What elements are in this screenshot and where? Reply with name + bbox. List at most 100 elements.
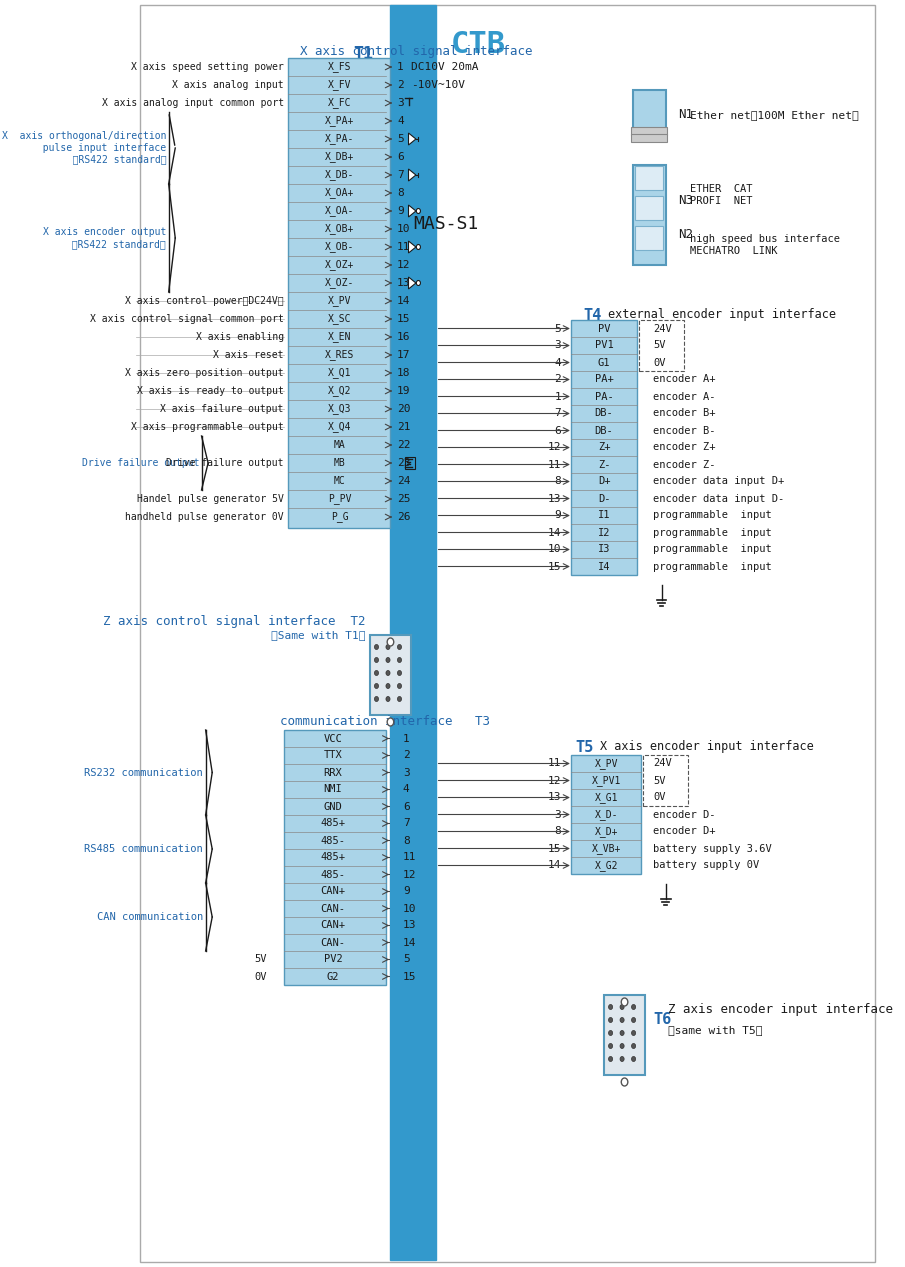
Text: high speed bus interface
MECHATRO  LINK: high speed bus interface MECHATRO LINK: [691, 234, 840, 256]
Text: X_G2: X_G2: [595, 860, 618, 870]
Text: X_G1: X_G1: [595, 792, 618, 803]
Text: 12: 12: [548, 442, 561, 452]
Text: 1: 1: [397, 62, 404, 72]
Text: Drive failure output: Drive failure output: [167, 457, 283, 468]
Circle shape: [608, 1030, 613, 1035]
Text: 24V: 24V: [653, 323, 672, 333]
Text: T4: T4: [584, 308, 602, 323]
Text: X_Q4: X_Q4: [328, 422, 351, 432]
Text: 5: 5: [397, 134, 404, 144]
Circle shape: [621, 998, 628, 1006]
Bar: [635, 196, 663, 220]
Text: 0V: 0V: [653, 357, 666, 367]
Text: X_FS: X_FS: [328, 62, 351, 72]
Circle shape: [620, 1044, 624, 1049]
Circle shape: [621, 1078, 628, 1086]
Circle shape: [632, 1017, 635, 1022]
Text: I4: I4: [598, 561, 610, 571]
Text: CAN-: CAN-: [320, 903, 346, 914]
Text: PV2: PV2: [324, 954, 342, 964]
Text: X  axis orthogonal/direction
  pulse input interface
   （RS422 standard）: X axis orthogonal/direction pulse input …: [2, 132, 167, 165]
Text: ETHER  CAT
PROFI  NET: ETHER CAT PROFI NET: [691, 184, 753, 205]
Text: I2: I2: [598, 527, 610, 537]
Text: encoder B-: encoder B-: [653, 426, 716, 436]
Text: 6: 6: [403, 802, 410, 811]
Text: 15: 15: [548, 844, 561, 854]
Text: 11: 11: [397, 242, 411, 252]
Text: X_DB+: X_DB+: [325, 152, 354, 162]
Text: MB: MB: [334, 457, 346, 468]
Text: 5: 5: [403, 954, 410, 964]
Circle shape: [375, 658, 378, 663]
Text: X_OB-: X_OB-: [325, 242, 354, 252]
Text: Z+: Z+: [598, 442, 610, 452]
Text: X axis failure output: X axis failure output: [160, 404, 283, 414]
Circle shape: [386, 645, 390, 650]
Text: programmable  input: programmable input: [653, 561, 772, 571]
Text: X_VB+: X_VB+: [592, 843, 621, 854]
Text: 15: 15: [548, 561, 561, 571]
Bar: [635, 226, 663, 250]
Text: X_Q2: X_Q2: [328, 385, 351, 397]
Text: N3: N3: [678, 194, 693, 207]
Bar: [639, 321, 683, 371]
Text: 0V: 0V: [653, 792, 666, 802]
Text: 15: 15: [403, 972, 416, 982]
Text: 13: 13: [548, 494, 561, 503]
Text: X_FV: X_FV: [328, 80, 351, 90]
Text: CAN+: CAN+: [320, 921, 346, 930]
Text: D+: D+: [598, 476, 610, 487]
Circle shape: [375, 670, 378, 675]
Text: encoder D+: encoder D+: [653, 826, 716, 836]
Text: PV1: PV1: [595, 341, 614, 351]
Bar: [635, 166, 663, 190]
Text: GND: GND: [324, 802, 342, 811]
Text: 485-: 485-: [320, 869, 346, 879]
Text: 2: 2: [403, 750, 410, 760]
Circle shape: [386, 697, 390, 702]
Text: Drive failure output: Drive failure output: [81, 457, 199, 468]
Circle shape: [620, 1057, 624, 1062]
Text: X_OA-: X_OA-: [325, 205, 354, 217]
Text: 18: 18: [397, 367, 411, 378]
Text: 7: 7: [397, 170, 404, 180]
Text: 7: 7: [403, 818, 410, 829]
Text: P_G: P_G: [330, 512, 348, 522]
Text: 5V: 5V: [653, 775, 666, 786]
Text: X axis is ready to output: X axis is ready to output: [137, 386, 283, 397]
Text: I3: I3: [598, 545, 610, 555]
Bar: [571, 755, 641, 874]
Text: 3: 3: [555, 810, 561, 820]
Text: 1: 1: [555, 392, 561, 402]
Text: G1: G1: [598, 357, 610, 367]
Text: 12: 12: [403, 869, 416, 879]
Circle shape: [632, 1057, 635, 1062]
Text: 12: 12: [548, 775, 561, 786]
Text: 5V: 5V: [254, 954, 267, 964]
Text: 13: 13: [548, 792, 561, 802]
Text: T5: T5: [576, 740, 594, 755]
Text: 17: 17: [397, 350, 411, 360]
Text: CAN+: CAN+: [320, 887, 346, 897]
Text: 11: 11: [403, 853, 416, 863]
Text: X_PV1: X_PV1: [592, 775, 621, 786]
Text: encoder data input D+: encoder data input D+: [653, 476, 785, 487]
Text: 2: 2: [397, 80, 404, 90]
Text: 3: 3: [397, 98, 404, 108]
Text: 9: 9: [403, 887, 410, 897]
Text: encoder Z+: encoder Z+: [653, 442, 716, 452]
Text: RS232 communication: RS232 communication: [84, 768, 204, 778]
Text: encoder Z-: encoder Z-: [653, 460, 716, 470]
Text: 485+: 485+: [320, 818, 346, 829]
Text: PA-: PA-: [595, 392, 614, 402]
Text: N2: N2: [678, 228, 693, 242]
Text: encoder B+: encoder B+: [653, 408, 716, 418]
Text: 9: 9: [397, 207, 404, 215]
Circle shape: [416, 209, 421, 214]
Text: TTX: TTX: [324, 750, 342, 760]
Circle shape: [397, 683, 402, 688]
Text: 20: 20: [397, 404, 411, 414]
Text: 24V: 24V: [653, 759, 672, 769]
Text: X_OA+: X_OA+: [325, 188, 354, 199]
Circle shape: [608, 1057, 613, 1062]
